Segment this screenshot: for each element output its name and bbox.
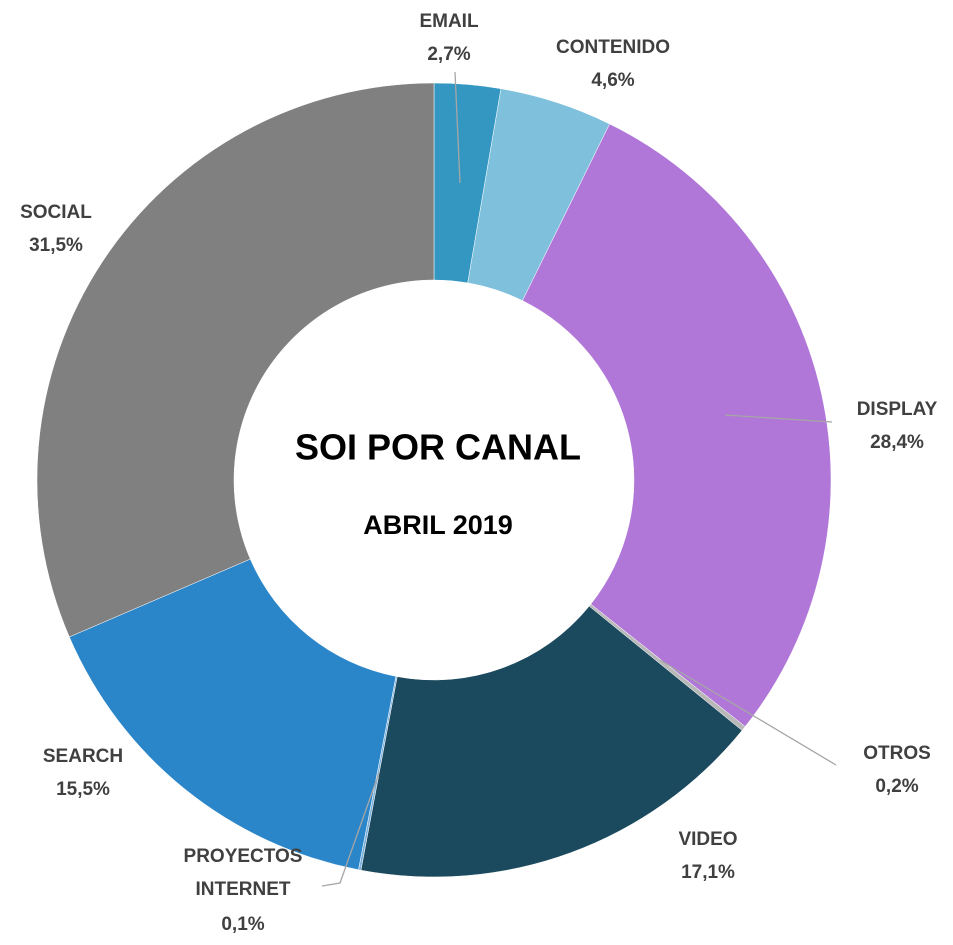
value-label: 31,5% xyxy=(29,235,83,256)
donut-segment xyxy=(69,558,397,871)
category-label: PROYECTOS INTERNET xyxy=(184,846,303,900)
category-label: OTROS xyxy=(863,743,931,764)
leader-line xyxy=(454,71,461,184)
donut-segment xyxy=(522,123,832,727)
chart-subtitle: ABRIL 2019 xyxy=(363,510,513,540)
category-label: DISPLAY xyxy=(857,399,938,420)
value-label: 15,5% xyxy=(56,779,110,800)
segments xyxy=(36,82,832,878)
category-label: SEARCH xyxy=(43,746,123,767)
value-label: 0,2% xyxy=(875,776,918,797)
value-label: 4,6% xyxy=(591,70,634,91)
category-label: CONTENIDO xyxy=(556,37,670,58)
category-label: VIDEO xyxy=(678,829,737,850)
value-label: 2,7% xyxy=(427,44,470,65)
category-label-line: PROYECTOS xyxy=(184,846,303,867)
category-label-line: INTERNET xyxy=(196,879,291,900)
value-label: 28,4% xyxy=(870,432,924,453)
category-label: SOCIAL xyxy=(20,202,92,223)
donut-segment xyxy=(360,605,743,878)
donut-segment xyxy=(36,82,435,638)
leader-line xyxy=(659,659,837,766)
value-label: 0,1% xyxy=(221,914,264,935)
chart-title: SOI POR CANAL xyxy=(295,427,581,468)
category-label: EMAIL xyxy=(419,11,479,32)
leader-line xyxy=(724,414,833,423)
leader-line xyxy=(321,772,380,887)
value-label: 17,1% xyxy=(681,862,735,883)
